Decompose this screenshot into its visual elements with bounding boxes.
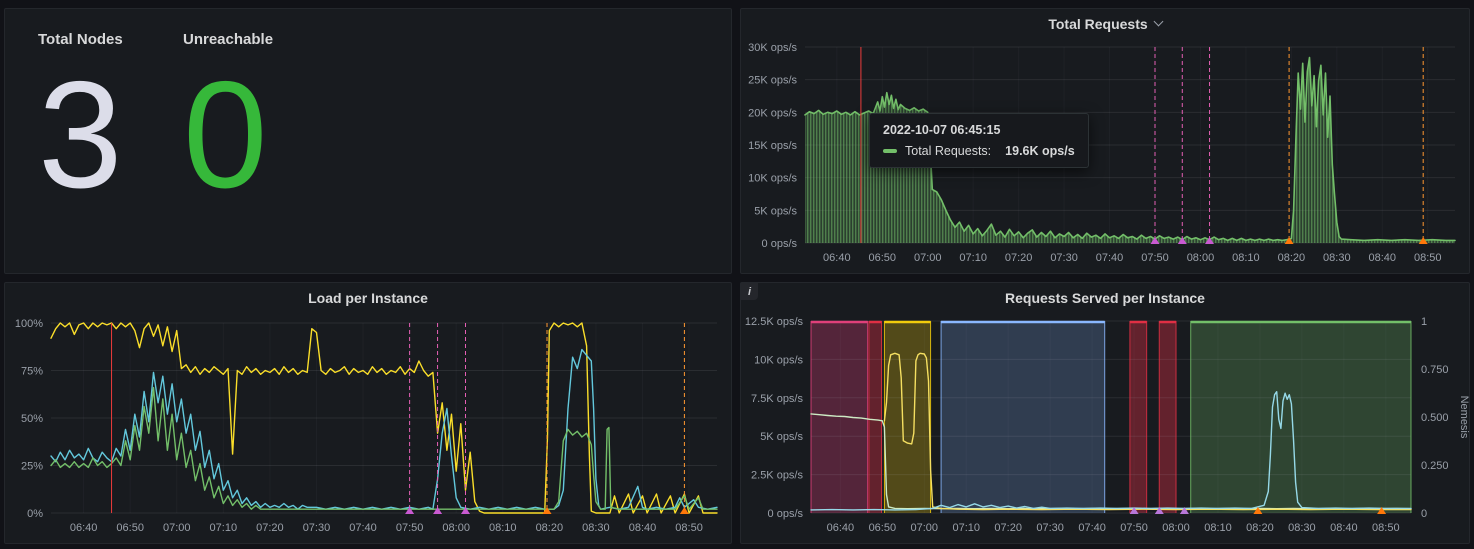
info-icon[interactable]: i (741, 283, 758, 300)
svg-text:07:10: 07:10 (210, 522, 238, 534)
svg-text:Nemesis: Nemesis (1458, 396, 1469, 439)
svg-text:07:30: 07:30 (1036, 522, 1064, 534)
svg-text:5K ops/s: 5K ops/s (760, 431, 803, 443)
svg-text:06:40: 06:40 (823, 252, 851, 264)
svg-text:07:00: 07:00 (911, 522, 939, 534)
svg-text:2.5K ops/s: 2.5K ops/s (751, 470, 803, 482)
svg-text:06:40: 06:40 (70, 522, 98, 534)
svg-text:07:50: 07:50 (396, 522, 424, 534)
svg-text:25K ops/s: 25K ops/s (748, 75, 797, 87)
svg-text:06:50: 06:50 (869, 252, 897, 264)
svg-text:0 ops/s: 0 ops/s (768, 508, 804, 520)
svg-text:75%: 75% (21, 366, 43, 378)
requests-served-chart[interactable]: 0 ops/s 2.5K ops/s 5K ops/s 7.5K ops/s 10K o… (741, 313, 1470, 548)
total-requests-header[interactable]: Total Requests (741, 9, 1469, 39)
svg-text:07:40: 07:40 (1096, 252, 1124, 264)
svg-text:07:50: 07:50 (1120, 522, 1148, 534)
info-icon-glyph: i (747, 285, 752, 298)
svg-text:08:10: 08:10 (489, 522, 517, 534)
stat-unreachable-value: 0 (183, 50, 268, 220)
load-per-instance-title[interactable]: Load per Instance (308, 290, 428, 306)
svg-text:08:00: 08:00 (1162, 522, 1190, 534)
svg-text:07:40: 07:40 (1078, 522, 1106, 534)
requests-served-header[interactable]: Requests Served per Instance (741, 283, 1469, 313)
svg-text:08:40: 08:40 (629, 522, 657, 534)
svg-text:08:50: 08:50 (1414, 252, 1442, 264)
svg-text:07:30: 07:30 (303, 522, 331, 534)
svg-text:25%: 25% (21, 461, 43, 473)
svg-text:08:20: 08:20 (1278, 252, 1306, 264)
total-requests-title[interactable]: Total Requests (1048, 16, 1148, 32)
svg-text:08:50: 08:50 (675, 522, 703, 534)
svg-text:07:00: 07:00 (163, 522, 191, 534)
svg-text:0.500: 0.500 (1421, 412, 1449, 424)
svg-text:08:40: 08:40 (1330, 522, 1358, 534)
stat-total-nodes-label: Total Nodes (38, 31, 123, 48)
svg-text:08:00: 08:00 (442, 522, 470, 534)
svg-text:07:10: 07:10 (952, 522, 980, 534)
panel-load-per-instance: Load per Instance 0% 25% 50% 75% 100% 06:40 06… (4, 282, 732, 544)
panel-node-stats: Total Nodes 3 Unreachable 0 (4, 8, 732, 274)
svg-text:08:10: 08:10 (1204, 522, 1232, 534)
stat-unreachable: Unreachable 0 (183, 31, 328, 213)
svg-text:100%: 100% (15, 318, 43, 330)
svg-text:07:00: 07:00 (914, 252, 942, 264)
svg-text:08:30: 08:30 (582, 522, 610, 534)
svg-text:07:20: 07:20 (994, 522, 1022, 534)
stat-unreachable-label: Unreachable (183, 31, 274, 48)
svg-text:5K ops/s: 5K ops/s (754, 205, 797, 217)
requests-served-title[interactable]: Requests Served per Instance (1005, 290, 1205, 306)
svg-text:0.250: 0.250 (1421, 460, 1449, 472)
panel-requests-served: i Requests Served per Instance 0 ops/s 2.… (740, 282, 1470, 544)
svg-text:15K ops/s: 15K ops/s (748, 140, 797, 152)
svg-text:07:20: 07:20 (256, 522, 284, 534)
svg-text:12.5K ops/s: 12.5K ops/s (745, 316, 804, 328)
panel-total-requests: Total Requests 0 ops/s 5K ops/s 10K ops/s 1… (740, 8, 1470, 274)
svg-text:08:50: 08:50 (1372, 522, 1400, 534)
svg-text:1: 1 (1421, 316, 1427, 328)
svg-text:10K ops/s: 10K ops/s (754, 354, 803, 366)
load-per-instance-header[interactable]: Load per Instance (5, 283, 731, 313)
svg-text:07:30: 07:30 (1050, 252, 1078, 264)
svg-text:06:40: 06:40 (827, 522, 855, 534)
svg-text:08:10: 08:10 (1232, 252, 1260, 264)
svg-text:50%: 50% (21, 413, 43, 425)
svg-text:08:20: 08:20 (1246, 522, 1274, 534)
svg-text:08:20: 08:20 (536, 522, 564, 534)
stat-total-nodes-value: 3 (38, 50, 123, 220)
stat-row: Total Nodes 3 Unreachable 0 (5, 9, 731, 213)
svg-text:0: 0 (1421, 508, 1427, 520)
svg-text:10K ops/s: 10K ops/s (748, 173, 797, 185)
svg-text:08:30: 08:30 (1288, 522, 1316, 534)
svg-text:0 ops/s: 0 ops/s (762, 238, 798, 250)
svg-text:0%: 0% (27, 508, 43, 520)
chevron-down-icon[interactable] (1153, 16, 1164, 27)
svg-text:08:40: 08:40 (1369, 252, 1397, 264)
svg-text:7.5K ops/s: 7.5K ops/s (751, 393, 803, 405)
svg-text:07:10: 07:10 (959, 252, 987, 264)
svg-text:07:20: 07:20 (1005, 252, 1033, 264)
load-per-instance-chart[interactable]: 0% 25% 50% 75% 100% 06:40 06:50 07:00 07:10 07:20… (5, 313, 731, 548)
svg-text:30K ops/s: 30K ops/s (748, 42, 797, 54)
svg-text:07:50: 07:50 (1141, 252, 1169, 264)
total-requests-chart[interactable]: 0 ops/s 5K ops/s 10K ops/s 15K ops/s 20K ops… (741, 39, 1469, 278)
svg-text:08:30: 08:30 (1323, 252, 1351, 264)
svg-text:08:00: 08:00 (1187, 252, 1215, 264)
svg-text:07:40: 07:40 (349, 522, 377, 534)
svg-text:20K ops/s: 20K ops/s (748, 107, 797, 119)
svg-text:06:50: 06:50 (116, 522, 144, 534)
svg-text:06:50: 06:50 (869, 522, 897, 534)
svg-text:0.750: 0.750 (1421, 364, 1449, 376)
stat-total-nodes: Total Nodes 3 (38, 31, 183, 213)
